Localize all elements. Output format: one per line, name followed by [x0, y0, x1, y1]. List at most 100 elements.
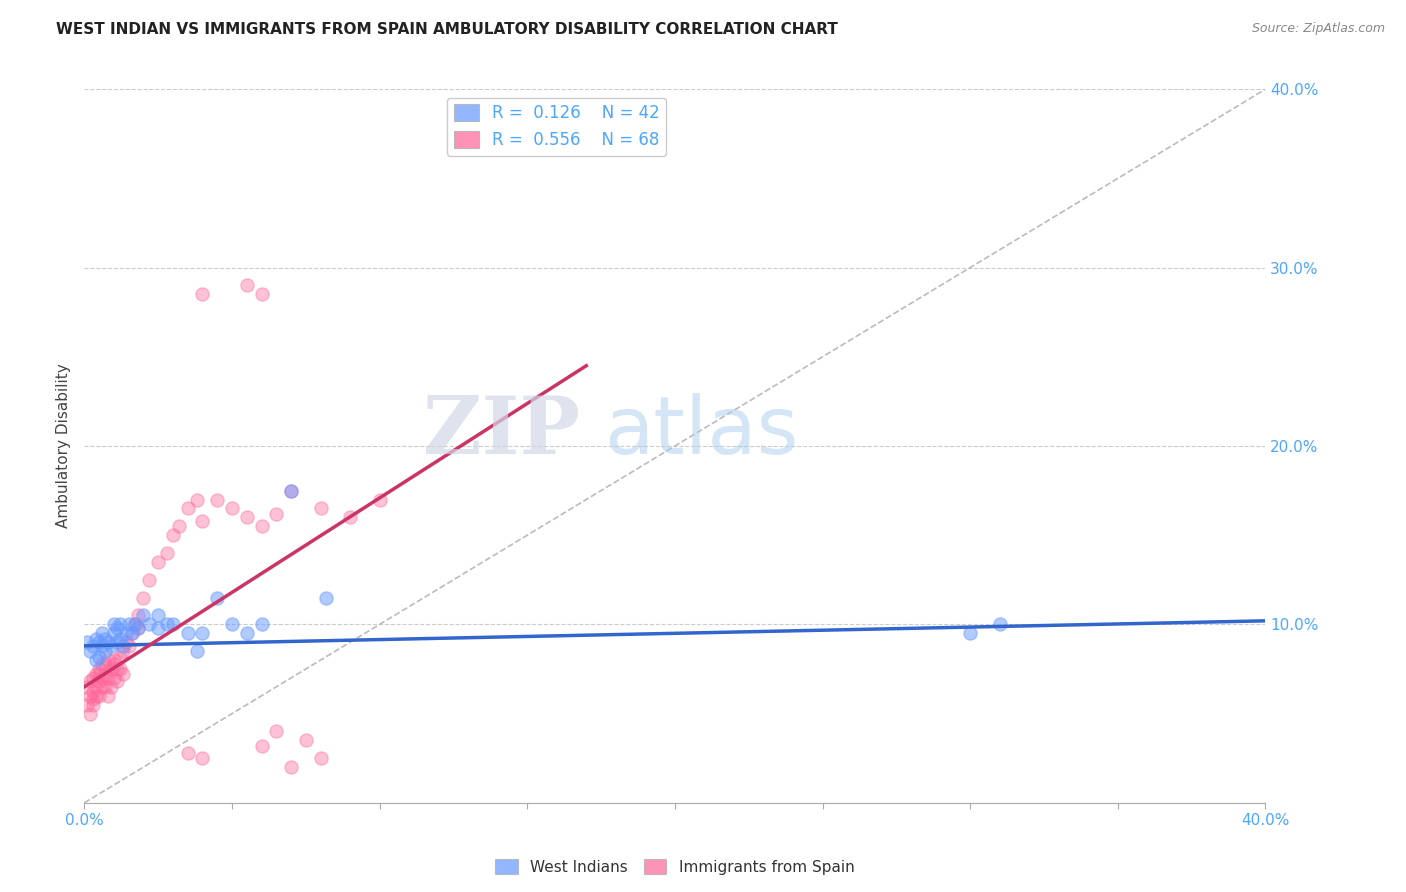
Point [205, 492, 228, 507]
Point [132, 591, 155, 605]
Point [79, 689, 101, 703]
Point [221, 617, 243, 632]
Point [89, 635, 111, 649]
Point [162, 528, 184, 542]
Point [89, 674, 111, 689]
Point [89, 667, 111, 681]
Point [191, 287, 214, 301]
Point [94, 667, 117, 681]
Point [236, 278, 259, 293]
Point [94, 644, 117, 658]
Point [186, 644, 208, 658]
Point [76, 680, 98, 694]
Point [82, 671, 104, 685]
Point [368, 492, 391, 507]
Point [79, 674, 101, 689]
Point [105, 662, 128, 676]
Point [76, 698, 98, 712]
Point [118, 617, 141, 632]
Point [177, 746, 200, 760]
Point [84, 680, 107, 694]
Point [121, 626, 143, 640]
Point [132, 608, 155, 623]
Point [191, 751, 214, 765]
Point [118, 639, 141, 653]
Point [236, 510, 259, 524]
Point [111, 644, 134, 658]
Point [108, 617, 131, 632]
Point [89, 649, 111, 664]
Point [91, 657, 114, 671]
Y-axis label: Ambulatory Disability: Ambulatory Disability [56, 364, 72, 528]
Point [94, 680, 117, 694]
Point [97, 689, 120, 703]
Text: ZIP: ZIP [423, 392, 581, 471]
Point [114, 626, 136, 640]
Text: atlas: atlas [605, 392, 799, 471]
Point [156, 546, 179, 560]
Point [127, 621, 149, 635]
Point [103, 653, 125, 667]
Point [89, 689, 111, 703]
Point [103, 671, 125, 685]
Point [84, 689, 107, 703]
Point [76, 635, 98, 649]
Point [127, 608, 149, 623]
Point [79, 644, 101, 658]
Point [280, 483, 302, 498]
Point [91, 680, 114, 694]
Point [94, 632, 117, 646]
Point [309, 751, 332, 765]
Point [97, 653, 120, 667]
Point [124, 617, 146, 632]
Point [111, 639, 134, 653]
Point [988, 617, 1011, 632]
Legend: West Indians, Immigrants from Spain: West Indians, Immigrants from Spain [489, 853, 860, 880]
Point [148, 608, 170, 623]
Point [82, 692, 104, 706]
Point [162, 617, 184, 632]
Point [250, 287, 273, 301]
Point [309, 501, 332, 516]
Point [82, 639, 104, 653]
Point [105, 674, 128, 689]
Point [177, 501, 200, 516]
Point [236, 626, 259, 640]
Point [959, 626, 981, 640]
Point [82, 685, 104, 699]
Point [97, 635, 120, 649]
Point [91, 639, 114, 653]
Point [138, 573, 160, 587]
Point [280, 483, 302, 498]
Point [250, 739, 273, 753]
Point [121, 626, 143, 640]
Point [91, 671, 114, 685]
Point [84, 632, 107, 646]
Point [103, 657, 125, 671]
Point [103, 617, 125, 632]
Point [82, 698, 104, 712]
Point [191, 626, 214, 640]
Point [191, 514, 214, 528]
Point [124, 617, 146, 632]
Point [264, 724, 288, 739]
Point [221, 501, 243, 516]
Point [114, 635, 136, 649]
Point [79, 706, 101, 721]
Point [89, 662, 111, 676]
Point [100, 639, 122, 653]
Point [138, 617, 160, 632]
Point [148, 621, 170, 635]
Point [100, 662, 122, 676]
Point [280, 760, 302, 774]
Point [295, 733, 318, 747]
Point [105, 635, 128, 649]
Point [127, 621, 149, 635]
Point [250, 617, 273, 632]
Point [108, 632, 131, 646]
Point [84, 653, 107, 667]
Text: WEST INDIAN VS IMMIGRANTS FROM SPAIN AMBULATORY DISABILITY CORRELATION CHART: WEST INDIAN VS IMMIGRANTS FROM SPAIN AMB… [56, 22, 838, 37]
Point [84, 667, 107, 681]
Point [91, 626, 114, 640]
Point [108, 662, 131, 676]
